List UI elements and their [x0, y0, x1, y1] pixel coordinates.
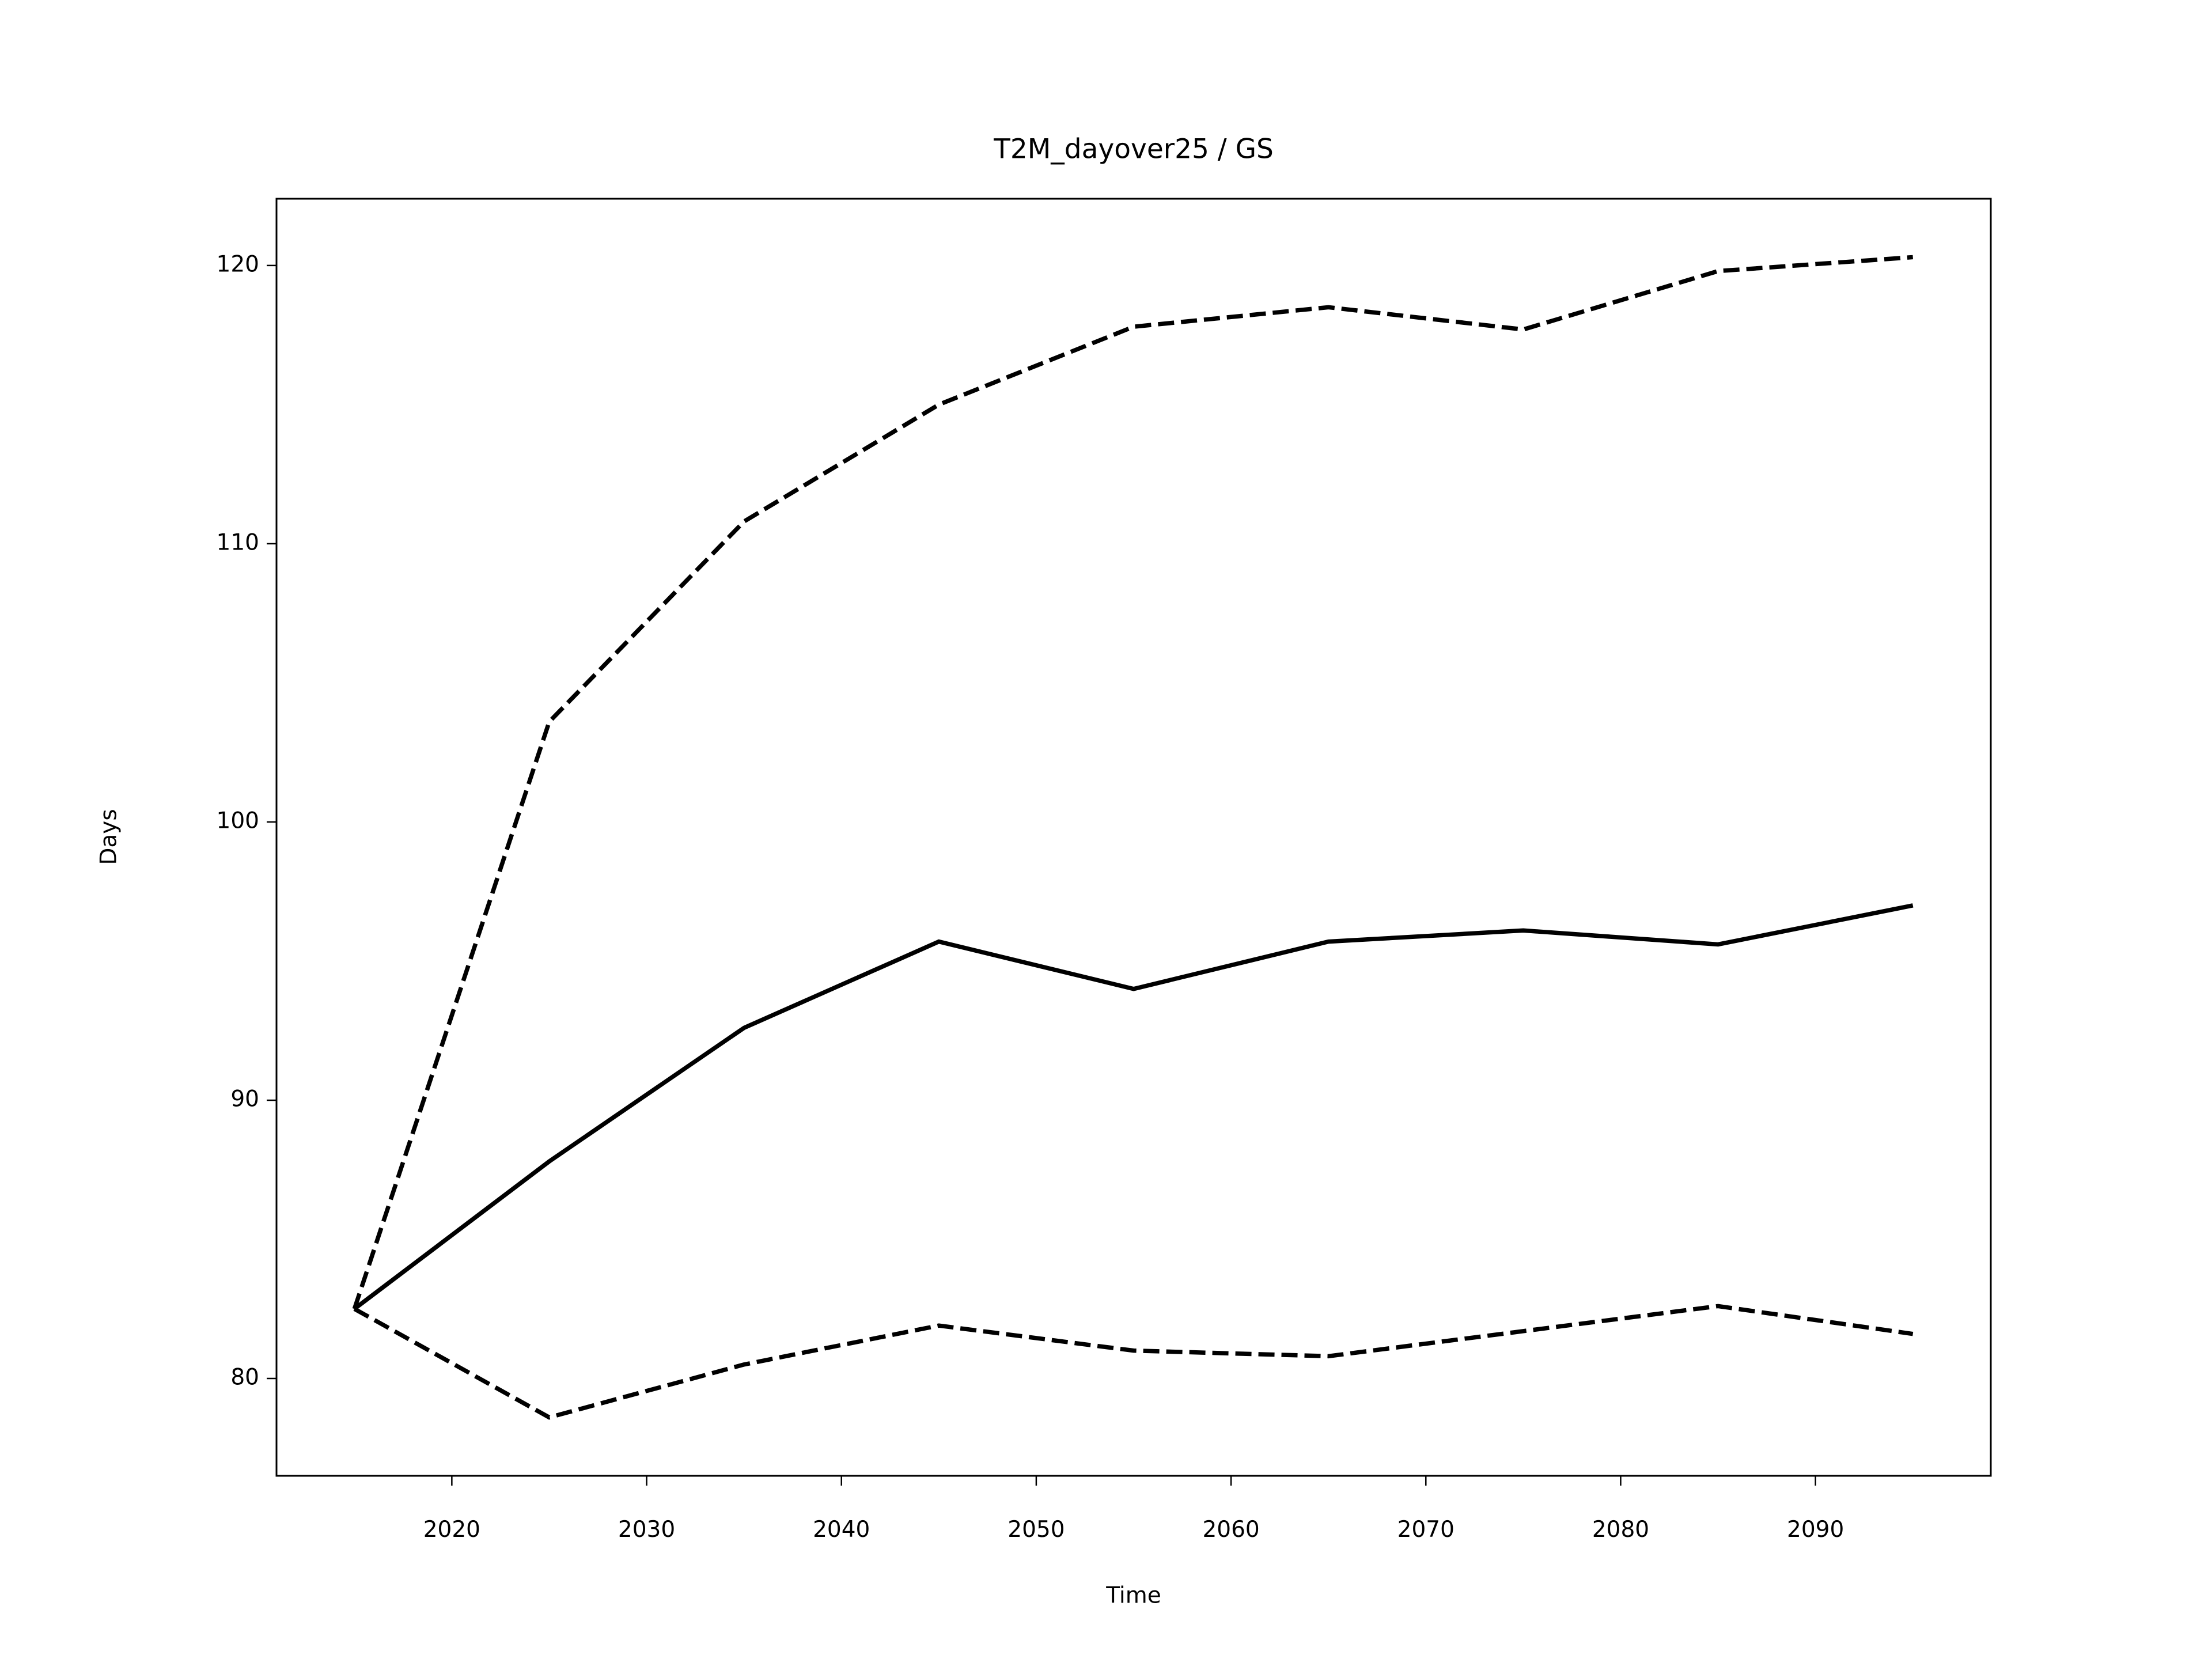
x-tick-label: 2090 [1787, 1517, 1844, 1543]
axes-frame [275, 198, 1992, 1477]
x-tick-label: 2040 [813, 1517, 870, 1543]
x-tick-label: 2080 [1592, 1517, 1649, 1543]
x-tick-label: 2050 [1007, 1517, 1065, 1543]
x-tick-label: 2070 [1397, 1517, 1455, 1543]
x-tick-label: 2020 [423, 1517, 480, 1543]
y-axis-label: Days [96, 809, 122, 865]
series-line [353, 1304, 1914, 1420]
y-tick-label: 90 [230, 1086, 259, 1112]
y-tick-label: 110 [217, 529, 259, 555]
x-axis-label: Time [1105, 1583, 1161, 1609]
x-tick-label: 2060 [1202, 1517, 1259, 1543]
chart-title: T2M_dayover25 / GS [993, 134, 1274, 165]
y-tick-label: 100 [217, 808, 259, 834]
x-tick-label: 2030 [618, 1517, 675, 1543]
y-tick-label: 80 [230, 1364, 259, 1390]
series-line [353, 903, 1914, 1311]
y-tick-label: 120 [217, 251, 259, 277]
